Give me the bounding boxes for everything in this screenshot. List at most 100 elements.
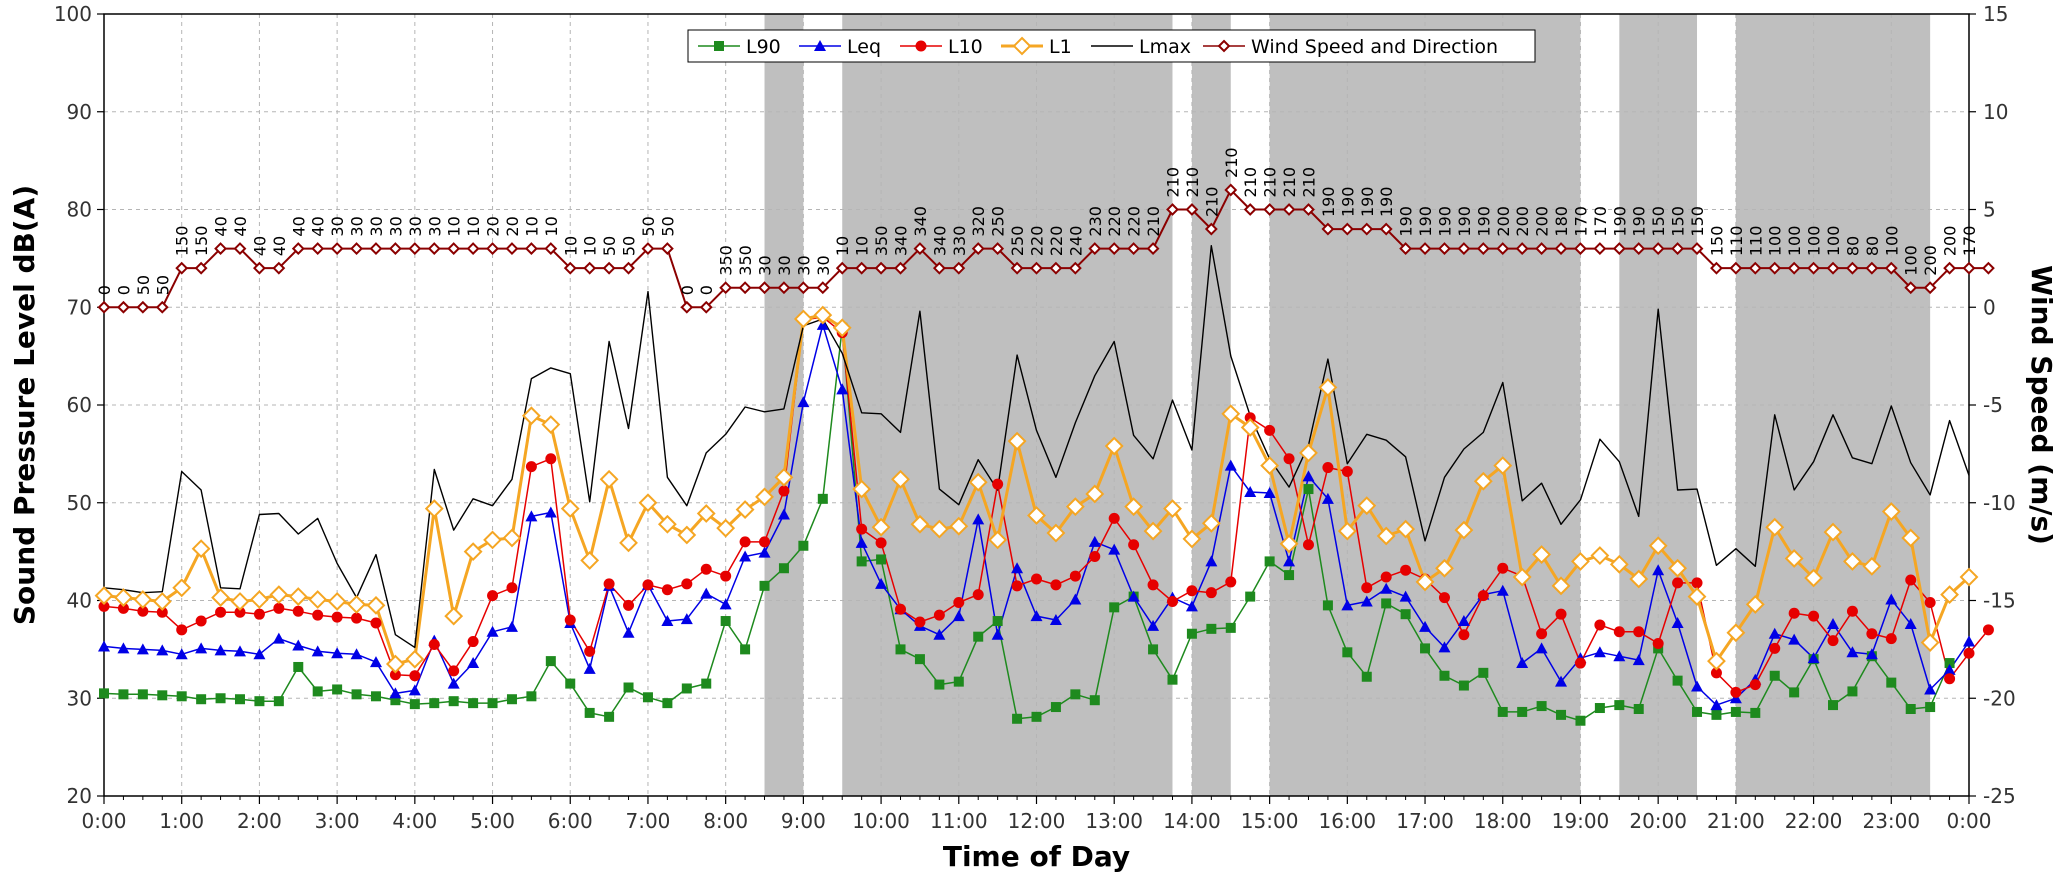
point-l10 bbox=[1264, 424, 1276, 436]
point-l90 bbox=[1517, 706, 1528, 717]
wind-direction-label: 200 bbox=[1494, 206, 1513, 237]
point-leq bbox=[1088, 535, 1101, 547]
point-wind-speed-and-direction bbox=[214, 242, 227, 256]
point-wind-speed-and-direction bbox=[1224, 183, 1238, 197]
wind-direction-label: 200 bbox=[1513, 206, 1532, 237]
point-l90 bbox=[642, 692, 653, 703]
wind-direction-label: 170 bbox=[1591, 206, 1610, 237]
point-l90 bbox=[1828, 700, 1839, 711]
point-l90 bbox=[1458, 680, 1469, 691]
wind-direction-label: 10 bbox=[833, 236, 852, 256]
point-l90 bbox=[351, 689, 362, 700]
point-l10 bbox=[448, 665, 460, 677]
wind-direction-label: 190 bbox=[1610, 206, 1629, 237]
point-l90 bbox=[1692, 706, 1703, 717]
point-l10 bbox=[1963, 647, 1975, 659]
point-l90 bbox=[1633, 704, 1644, 715]
point-l10 bbox=[1322, 462, 1334, 474]
point-l10 bbox=[1069, 570, 1081, 582]
point-leq bbox=[525, 510, 538, 522]
point-l10 bbox=[875, 537, 887, 549]
point-leq bbox=[1147, 619, 1160, 631]
point-wind-speed-and-direction bbox=[311, 242, 325, 256]
point-leq bbox=[1710, 699, 1723, 711]
x-tick-label: 16:00 bbox=[1319, 809, 1377, 833]
wind-direction-label: 50 bbox=[134, 275, 153, 295]
point-wind-speed-and-direction bbox=[1438, 242, 1451, 256]
point-wind-speed-and-direction bbox=[971, 242, 985, 256]
point-l1 bbox=[1881, 502, 1901, 521]
point-leq bbox=[622, 626, 635, 638]
point-wind-speed-and-direction bbox=[1923, 281, 1937, 295]
point-l90 bbox=[1109, 602, 1120, 613]
x-tick-label: 21:00 bbox=[1707, 809, 1765, 833]
point-l10 bbox=[739, 536, 751, 548]
point-wind-speed-and-direction bbox=[1574, 242, 1587, 256]
point-leq bbox=[486, 625, 499, 637]
point-l10 bbox=[895, 603, 907, 615]
point-wind-speed-and-direction bbox=[1787, 261, 1801, 275]
wind-direction-label: 340 bbox=[930, 226, 949, 257]
point-l10 bbox=[195, 615, 207, 627]
point-leq bbox=[1030, 610, 1043, 622]
point-leq bbox=[369, 656, 382, 668]
point-l10 bbox=[1788, 607, 1800, 619]
point-l10 bbox=[1944, 673, 1956, 685]
x-tick-label: 17:00 bbox=[1396, 809, 1454, 833]
point-l10 bbox=[1749, 679, 1761, 691]
point-wind-speed-and-direction bbox=[1982, 261, 1995, 275]
point-l1 bbox=[1221, 404, 1241, 424]
y-tick-label: 100 bbox=[54, 2, 92, 26]
point-leq bbox=[1613, 650, 1626, 662]
point-l1 bbox=[735, 500, 755, 520]
point-leq bbox=[777, 508, 790, 520]
point-wind-speed-and-direction bbox=[622, 261, 635, 275]
point-wind-speed-and-direction bbox=[447, 242, 461, 256]
point-l90 bbox=[1089, 695, 1100, 706]
point-l90 bbox=[1381, 598, 1392, 609]
point-l10 bbox=[623, 599, 635, 611]
x-tick-label: 6:00 bbox=[548, 809, 593, 833]
point-leq bbox=[331, 647, 344, 659]
point-leq bbox=[311, 645, 324, 657]
point-leq bbox=[117, 642, 130, 654]
point-l10 bbox=[933, 609, 945, 621]
point-l90 bbox=[778, 563, 789, 574]
point-l10 bbox=[1846, 605, 1858, 617]
point-l1 bbox=[1337, 521, 1357, 541]
point-l1 bbox=[1201, 513, 1221, 533]
point-leq bbox=[1827, 617, 1840, 629]
wind-direction-label: 150 bbox=[1669, 206, 1688, 237]
point-wind-speed-and-direction bbox=[1127, 242, 1141, 256]
point-l10 bbox=[312, 609, 324, 621]
x-tick-label: 9:00 bbox=[781, 809, 826, 833]
wind-direction-label: 150 bbox=[192, 226, 211, 257]
point-l1 bbox=[891, 469, 910, 489]
point-wind-speed-and-direction bbox=[1204, 222, 1218, 236]
point-l90 bbox=[409, 699, 420, 710]
point-l1 bbox=[463, 542, 483, 562]
point-l90 bbox=[934, 679, 945, 690]
point-l1 bbox=[521, 406, 541, 426]
wind-direction-label: 170 bbox=[1960, 226, 1979, 257]
point-l90 bbox=[798, 540, 809, 551]
point-wind-speed-and-direction bbox=[952, 261, 966, 275]
y-tick-label: 20 bbox=[67, 784, 92, 808]
point-l90 bbox=[759, 580, 770, 591]
wind-direction-label: 10 bbox=[581, 236, 600, 256]
point-l10 bbox=[234, 606, 246, 618]
point-l10 bbox=[1108, 512, 1120, 524]
point-leq bbox=[1632, 654, 1645, 666]
wind-direction-label: 220 bbox=[1105, 206, 1124, 237]
point-l90 bbox=[1284, 570, 1295, 581]
point-l1 bbox=[1493, 456, 1513, 476]
y-tick-label: 70 bbox=[67, 295, 92, 319]
point-leq bbox=[855, 536, 868, 548]
point-wind-speed-and-direction bbox=[1243, 203, 1257, 216]
point-l1 bbox=[1726, 623, 1746, 643]
wind-direction-label: 100 bbox=[1766, 226, 1785, 257]
point-l10 bbox=[1477, 590, 1489, 602]
point-l90 bbox=[468, 698, 479, 709]
point-l90 bbox=[662, 698, 673, 709]
point-l10 bbox=[1341, 465, 1353, 477]
